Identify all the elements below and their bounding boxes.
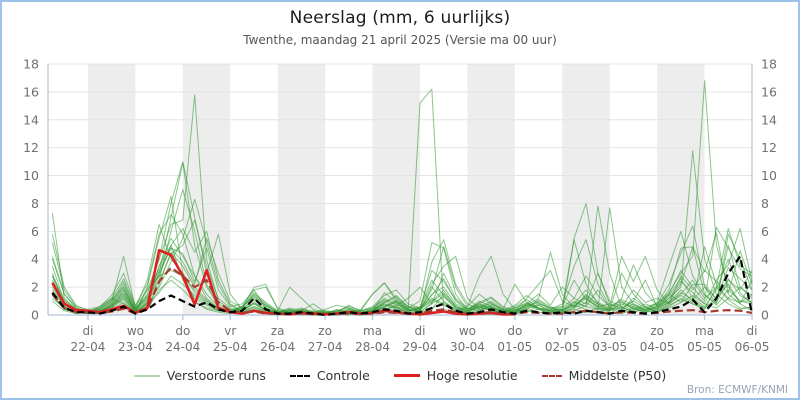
legend-label: Middelste (P50): [568, 368, 667, 383]
control-line-group: [51, 255, 754, 317]
ensemble-line-swatch-icon: [133, 374, 160, 377]
legend-item-controle: Controle: [289, 368, 370, 383]
legend-item-hoge-resolutie: Hoge resolutie: [393, 368, 518, 383]
svg-text:6: 6: [761, 224, 769, 239]
svg-text:8: 8: [31, 196, 39, 211]
y-axis-labels: 0 0 2 2 4 4 6 6 8 8 10 10 12 12 14 14 16 16 18 18: [23, 57, 777, 323]
x-axis-labels: di 22-04 wo 23-04 do 24-04 vr 25-04 za 26-04 zo 27-…: [71, 315, 770, 354]
ensemble-line: [51, 161, 753, 315]
legend-label: Hoge resolutie: [426, 368, 518, 383]
legend-label: Controle: [316, 368, 370, 383]
svg-text:ma: ma: [695, 324, 714, 338]
svg-text:24-04: 24-04: [165, 340, 200, 354]
chart-subtitle: Twenthe, maandag 21 april 2025 (Versie m…: [243, 33, 557, 47]
svg-text:4: 4: [761, 252, 769, 267]
ensemble-line: [51, 198, 753, 315]
control-line-swatch-icon: [289, 374, 310, 377]
svg-text:zo: zo: [318, 324, 332, 338]
svg-text:16: 16: [23, 84, 39, 99]
svg-text:vr: vr: [224, 324, 236, 338]
svg-text:02-05: 02-05: [545, 340, 580, 354]
svg-text:28-04: 28-04: [355, 340, 390, 354]
svg-text:12: 12: [761, 140, 777, 155]
svg-text:0: 0: [31, 308, 39, 323]
svg-text:2: 2: [31, 280, 39, 295]
svg-text:05-05: 05-05: [687, 340, 722, 354]
svg-text:10: 10: [761, 168, 777, 183]
svg-text:04-05: 04-05: [640, 340, 675, 354]
svg-text:10: 10: [23, 168, 39, 183]
svg-text:6: 6: [31, 224, 39, 239]
svg-text:0: 0: [761, 308, 769, 323]
legend-item-verstoorde-runs: Verstoorde runs: [133, 368, 266, 383]
svg-text:22-04: 22-04: [71, 340, 106, 354]
day-band: [182, 64, 231, 315]
svg-text:29-04: 29-04: [403, 340, 438, 354]
page-title: Neerslag (mm, 6 uurlijks): [289, 8, 511, 28]
svg-text:8: 8: [761, 196, 769, 211]
median-line: [51, 266, 753, 316]
svg-text:vr: vr: [556, 324, 568, 338]
svg-text:2: 2: [761, 280, 769, 295]
day-band: [467, 64, 515, 315]
gridlines: [48, 63, 752, 288]
svg-text:12: 12: [23, 140, 39, 155]
svg-text:18: 18: [23, 57, 39, 72]
svg-text:zo: zo: [650, 324, 664, 338]
ensemble-line: [52, 239, 753, 316]
svg-text:26-04: 26-04: [260, 340, 295, 354]
median-line-group: [51, 266, 753, 316]
svg-text:01-05: 01-05: [497, 340, 532, 354]
plot-bands: [87, 64, 705, 315]
svg-text:14: 14: [761, 112, 777, 127]
svg-text:di: di: [415, 324, 426, 338]
day-band: [372, 64, 420, 315]
day-band: [277, 64, 326, 315]
svg-text:27-04: 27-04: [308, 340, 343, 354]
svg-text:za: za: [271, 324, 285, 338]
ensemble-line: [51, 246, 753, 315]
svg-text:25-04: 25-04: [213, 340, 248, 354]
svg-text:23-04: 23-04: [118, 340, 153, 354]
svg-text:wo: wo: [459, 324, 476, 338]
svg-text:do: do: [175, 324, 190, 338]
legend-label: Verstoorde runs: [166, 368, 266, 383]
source-credit: Bron: ECMWF/KNMI: [686, 384, 788, 396]
ensemble-line: [52, 232, 753, 315]
chart-legend: Verstoorde runs Controle Hoge resolutie …: [2, 368, 798, 383]
svg-text:18: 18: [761, 57, 777, 72]
svg-text:di: di: [83, 324, 94, 338]
svg-text:03-05: 03-05: [592, 340, 627, 354]
svg-text:di: di: [747, 324, 758, 338]
svg-text:16: 16: [761, 84, 777, 99]
svg-text:ma: ma: [363, 324, 382, 338]
svg-text:06-05: 06-05: [735, 340, 770, 354]
control-line: [51, 255, 754, 317]
ensemble-line: [51, 219, 753, 313]
svg-text:14: 14: [23, 112, 39, 127]
median-line-swatch-icon: [541, 374, 562, 377]
day-band: [562, 64, 610, 315]
hires-line-swatch-icon: [393, 374, 420, 377]
legend-item-middelste-p50: Middelste (P50): [541, 368, 667, 383]
ensemble-line: [51, 214, 753, 315]
svg-text:do: do: [507, 324, 522, 338]
svg-text:wo: wo: [127, 324, 144, 338]
svg-text:za: za: [603, 324, 617, 338]
svg-text:30-04: 30-04: [450, 340, 485, 354]
svg-text:4: 4: [31, 252, 39, 267]
